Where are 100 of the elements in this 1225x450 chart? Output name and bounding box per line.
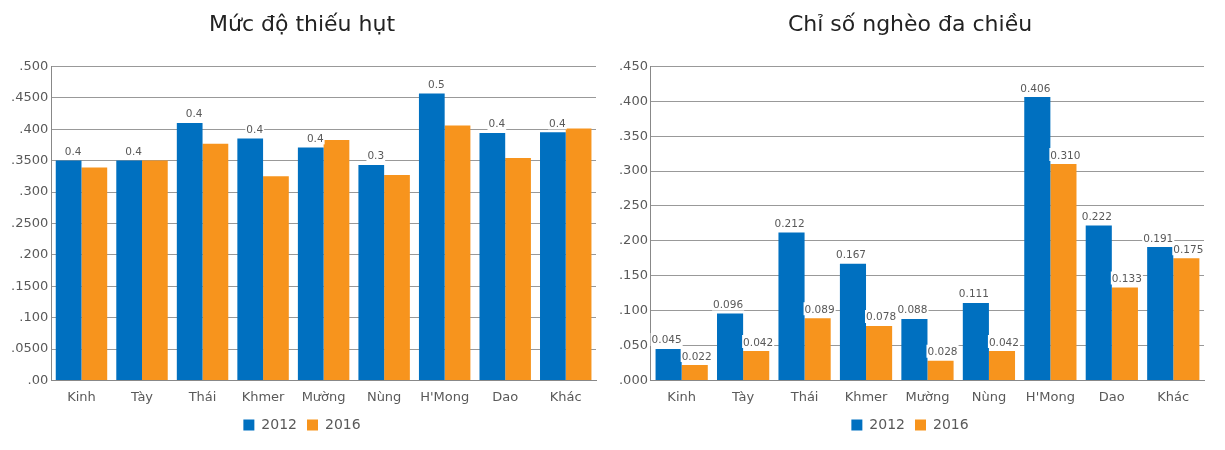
data-label: 0.191 xyxy=(1143,231,1174,244)
y-tick-label: .1500 xyxy=(11,277,49,293)
bar xyxy=(358,165,385,380)
bar xyxy=(743,351,770,380)
y-tick-label: .350 xyxy=(618,127,648,143)
x-tick-label: Khmer xyxy=(241,388,286,404)
bar xyxy=(142,160,168,380)
x-tick-label: H'Mong xyxy=(420,388,470,404)
x-tick-label: Dao xyxy=(1098,388,1125,404)
data-label: 0.028 xyxy=(927,345,958,358)
y-tick-label: .3500 xyxy=(11,151,49,167)
bar xyxy=(804,318,831,380)
bar xyxy=(55,160,82,380)
y-tick-label: .250 xyxy=(618,197,648,213)
bar xyxy=(237,138,264,380)
bar xyxy=(1173,258,1200,380)
y-tick-label: .2500 xyxy=(11,214,49,230)
data-label: 0.045 xyxy=(651,333,682,346)
data-label: 0.4 xyxy=(125,145,143,158)
bar xyxy=(81,167,108,380)
bar xyxy=(565,128,592,380)
legend-label: 2016 xyxy=(325,415,361,432)
bar xyxy=(1050,164,1077,380)
y-tick-label: .4500 xyxy=(11,89,49,105)
bar xyxy=(988,351,1016,380)
y-tick-label: .400 xyxy=(19,120,49,136)
data-label: 0.096 xyxy=(713,297,744,310)
bar xyxy=(901,319,928,380)
x-tick-label: Khác xyxy=(549,388,582,404)
y-tick-label: .500 xyxy=(19,57,49,73)
bar xyxy=(202,143,229,380)
x-tick-label: Kinh xyxy=(67,388,96,404)
chart-title: Mức độ thiếu hụt xyxy=(208,10,396,36)
bar xyxy=(1147,247,1174,380)
bar xyxy=(505,158,531,380)
data-label: 0.212 xyxy=(774,216,805,229)
data-label: 0.4 xyxy=(488,117,506,130)
bar xyxy=(1024,97,1051,380)
x-tick-label: Dao xyxy=(492,388,519,404)
bar xyxy=(444,125,471,380)
data-label: 0.3 xyxy=(367,149,385,162)
bar xyxy=(839,263,867,380)
y-tick-label: .050 xyxy=(618,336,648,352)
data-label: 0.133 xyxy=(1111,272,1142,285)
data-label: 0.5 xyxy=(427,77,445,90)
data-label: 0.4 xyxy=(64,145,82,158)
bar xyxy=(263,176,289,380)
data-label: 0.310 xyxy=(1050,148,1081,161)
bar xyxy=(176,122,203,380)
y-tick-label: .100 xyxy=(618,302,648,317)
bar xyxy=(323,139,350,380)
data-label: 0.4 xyxy=(549,116,567,129)
data-label: 0.042 xyxy=(988,335,1019,348)
data-label: 0.088 xyxy=(897,303,928,316)
chart-title: Chỉ số nghèo đa chiều xyxy=(787,10,1033,36)
data-label: 0.089 xyxy=(804,302,835,315)
bar xyxy=(681,365,708,380)
x-tick-label: Kinh xyxy=(667,388,696,404)
y-tick-label: .000 xyxy=(618,371,648,387)
x-tick-label: Khác xyxy=(1157,388,1190,404)
data-label: 0.022 xyxy=(681,349,712,362)
bar xyxy=(866,325,893,380)
y-tick-label: .200 xyxy=(618,232,648,248)
data-label: 0.4 xyxy=(185,107,203,120)
y-tick-label: .450 xyxy=(618,57,648,73)
data-label: 0.167 xyxy=(835,248,867,261)
y-tick-label: .100 xyxy=(19,308,49,324)
bar xyxy=(1085,225,1112,380)
legend-label: 2012 xyxy=(869,415,906,432)
bar xyxy=(384,175,410,380)
bar xyxy=(116,160,143,380)
bar xyxy=(962,302,989,380)
bar xyxy=(927,360,954,380)
legend-label: 2016 xyxy=(933,415,969,432)
x-tick-label: Nùng xyxy=(971,388,1007,404)
x-tick-label: Thái xyxy=(187,388,217,404)
bar xyxy=(297,147,324,380)
data-label: 0.222 xyxy=(1081,209,1112,222)
bar xyxy=(418,93,445,380)
x-tick-label: Nùng xyxy=(366,388,402,404)
x-tick-label: Tày xyxy=(129,388,154,404)
legend-label: 2012 xyxy=(261,415,298,432)
data-label: 0.042 xyxy=(743,335,774,348)
x-tick-label: Khmer xyxy=(844,388,889,404)
y-tick-label: .150 xyxy=(618,267,648,283)
x-tick-label: Mường xyxy=(905,388,950,404)
x-tick-label: Mường xyxy=(301,388,346,404)
data-label: 0.111 xyxy=(958,287,989,300)
y-tick-label: .300 xyxy=(19,183,49,199)
y-tick-label: .300 xyxy=(618,162,648,178)
data-label: 0.175 xyxy=(1173,242,1204,255)
bar xyxy=(778,232,805,380)
bar xyxy=(479,132,506,380)
data-label: 0.078 xyxy=(866,310,897,323)
data-label: 0.4 xyxy=(246,123,264,136)
x-tick-label: Tày xyxy=(731,388,755,404)
bar xyxy=(1111,287,1138,380)
bar xyxy=(717,313,744,380)
data-label: 0.4 xyxy=(306,131,324,144)
y-tick-label: .00 xyxy=(27,371,49,387)
